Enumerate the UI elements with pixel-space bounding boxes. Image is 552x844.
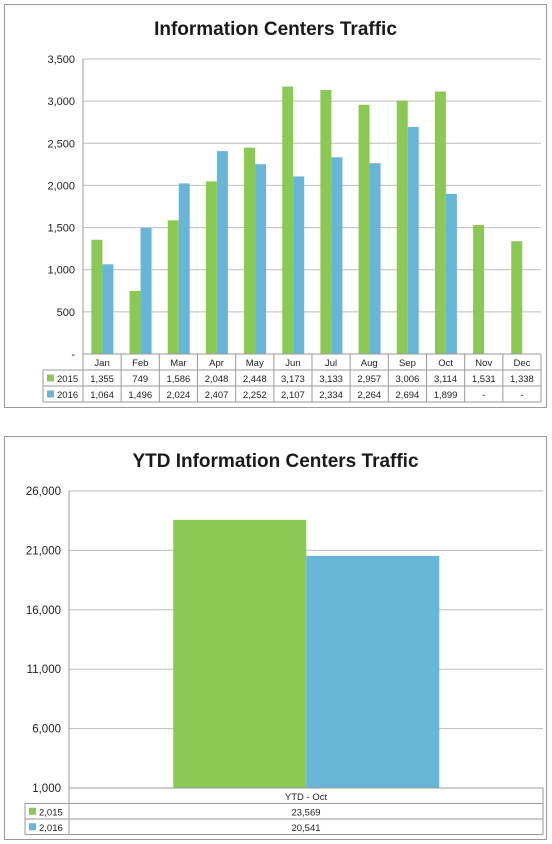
data-table-value: 3,133	[319, 374, 343, 385]
data-table-value: 2,407	[205, 390, 229, 401]
bar-2015-Jun	[282, 86, 294, 354]
y-tick-label: 1,000	[47, 265, 75, 277]
bar-2016-Mar	[178, 183, 190, 354]
data-table-value: 3,173	[281, 374, 305, 385]
bar-2015-Aug	[358, 104, 370, 354]
data-table-value: 2,264	[357, 390, 381, 401]
x-tick-label: Dec	[513, 358, 530, 369]
data-table-value: 2,334	[319, 390, 343, 401]
data-table-value: 2,252	[243, 390, 267, 401]
x-tick-label: Nov	[475, 358, 492, 369]
data-table-value: -	[482, 390, 485, 401]
data-table-value: 23,569	[291, 807, 320, 818]
y-tick-label: 11,000	[27, 664, 61, 676]
x-tick-label: Apr	[209, 358, 224, 369]
x-tick-label: Feb	[132, 358, 148, 369]
bar-2016-Apr	[216, 151, 228, 354]
data-table-value: 1,338	[510, 374, 534, 385]
data-table-value: 2,024	[167, 390, 191, 401]
y-tick-label: 1,500	[47, 223, 75, 235]
y-tick-label: 2,500	[47, 138, 75, 150]
chart-title: YTD Information Centers Traffic	[132, 451, 419, 472]
bar-2015-Dec	[511, 241, 523, 354]
bar-2015-Jan	[91, 239, 103, 354]
bar-2015-Jul	[320, 89, 332, 354]
y-tick-label: 16,000	[26, 605, 61, 617]
bar-2015-Sep	[396, 100, 408, 354]
bar-2015-May	[244, 147, 256, 354]
data-table-value: 2,448	[243, 374, 267, 385]
y-tick-label: 2,000	[47, 180, 75, 192]
x-tick-label: Jun	[285, 358, 300, 369]
bar-2015-Apr	[205, 181, 217, 354]
data-table-value: 749	[132, 374, 148, 385]
data-table-value: 2,694	[396, 390, 420, 401]
y-tick-label: 1,000	[32, 783, 61, 795]
data-table-value: 3,114	[434, 374, 457, 385]
bar-2016-Jan	[102, 264, 114, 354]
data-table-value: 1,496	[128, 390, 152, 401]
data-table-value: 2,957	[357, 374, 381, 385]
ytd-traffic-chart: YTD Information Centers Traffic 1,000 6,0…	[4, 436, 547, 840]
y-tick-label: 26,000	[26, 486, 61, 498]
x-tick-label: YTD - Oct	[285, 792, 328, 803]
y-tick-label: -	[71, 349, 75, 361]
bar-2016-May	[255, 164, 267, 354]
data-table-value: 2,107	[281, 390, 305, 401]
bar-2015-Feb	[129, 290, 141, 354]
x-tick-label: Sep	[399, 358, 416, 369]
x-tick-label: Mar	[170, 358, 186, 369]
y-tick-label: 3,500	[47, 54, 75, 66]
legend-key-2,016	[29, 823, 36, 831]
bar-2016-Jun	[293, 176, 305, 354]
bar-2015-Mar	[167, 220, 179, 354]
x-tick-label: Jan	[94, 358, 109, 369]
legend-label: 2016	[57, 390, 78, 401]
bar-2016-Feb	[140, 227, 152, 354]
y-tick-label: 500	[57, 307, 75, 319]
data-table-value: 20,541	[291, 823, 320, 834]
legend-label: 2,015	[39, 807, 63, 818]
legend-key-2015	[47, 374, 54, 382]
ytd-traffic-plot: 1,000 6,000 11,000 16,000 21,000 26,000 YTD - …	[24, 486, 544, 835]
bar-2,016-YTD - Oct	[306, 555, 440, 788]
x-tick-label: May	[246, 358, 264, 369]
bar-2015-Nov	[473, 224, 485, 354]
bar-2015-Oct	[434, 91, 446, 354]
data-table-value: 2,048	[205, 374, 229, 385]
data-table-value: 3,006	[396, 374, 420, 385]
chart-title: Information Centers Traffic	[154, 19, 397, 40]
data-table-value: 1,586	[167, 374, 191, 385]
data-table-value: 1,355	[90, 374, 114, 385]
monthly-traffic-plot: - 500 1,000 1,500 2,000 2,500 3,000 3,500 Jan Feb…	[42, 54, 542, 403]
legend-key-2,015	[29, 807, 36, 815]
data-table-value: -	[520, 390, 523, 401]
y-tick-label: 6,000	[32, 724, 61, 736]
bar-2,015-YTD - Oct	[173, 519, 307, 788]
legend-label: 2015	[57, 374, 78, 385]
data-table-value: 1,064	[90, 390, 114, 401]
x-tick-label: Aug	[361, 358, 378, 369]
bar-2016-Aug	[369, 163, 381, 354]
y-tick-label: 3,000	[47, 96, 75, 108]
y-tick-label: 21,000	[26, 545, 61, 557]
legend-key-2016	[47, 390, 54, 398]
bar-2016-Sep	[407, 126, 419, 354]
data-table-value: 1,531	[472, 374, 496, 385]
x-tick-label: Oct	[438, 358, 453, 369]
legend-label: 2,016	[39, 823, 63, 834]
data-table-value: 1,899	[434, 390, 458, 401]
bar-2016-Jul	[331, 157, 343, 354]
monthly-traffic-chart: Information Centers Traffic - 500 1,000 1,5…	[4, 4, 547, 408]
x-tick-label: Jul	[325, 358, 337, 369]
bar-2016-Oct	[445, 193, 457, 354]
